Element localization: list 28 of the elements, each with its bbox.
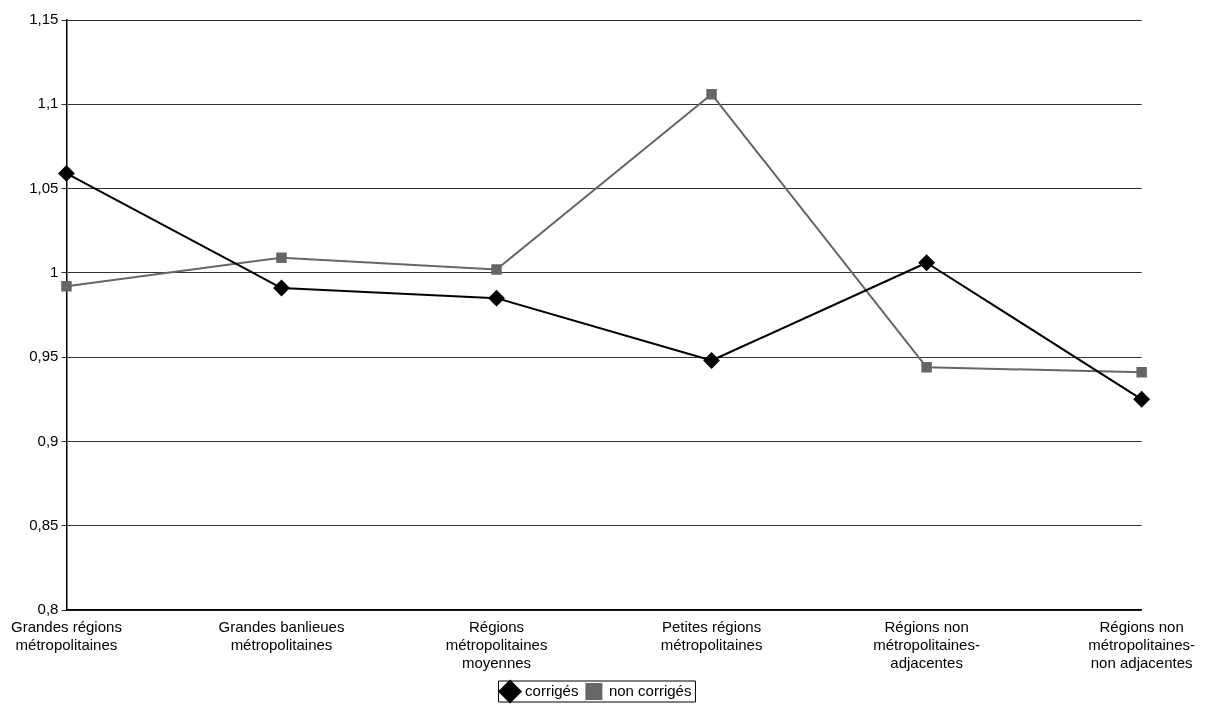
point xyxy=(1136,367,1147,378)
y-tick-label: 0,8 xyxy=(37,600,59,618)
x-tick-label: Grandes régions métropolitaines xyxy=(10,618,122,654)
x-tick-label: Régions métropolitaines moyennes xyxy=(445,618,548,672)
point xyxy=(703,352,720,369)
point xyxy=(1133,391,1150,408)
y-tick-label: 0,95 xyxy=(29,347,59,365)
legend-label: non corrigés xyxy=(608,681,692,699)
x-tick-label: Régions non métropolitaines-adjacentes xyxy=(873,618,980,672)
y-tick-label: 1 xyxy=(50,263,59,280)
point xyxy=(276,252,287,263)
point xyxy=(491,264,502,275)
y-tick-label: 0,9 xyxy=(37,431,59,449)
point xyxy=(706,88,717,100)
point xyxy=(58,165,75,182)
x-tick-label: Régions non métropolitaines-non adjacentes xyxy=(1088,618,1195,672)
y-tick-label: 0,85 xyxy=(29,515,59,533)
legend-label: corrigés xyxy=(525,681,579,699)
point xyxy=(273,280,290,297)
point xyxy=(61,281,72,292)
point xyxy=(918,254,935,271)
x-tick-label: Grandes banlieues métropolitaines xyxy=(218,618,345,654)
point xyxy=(488,290,505,307)
point xyxy=(921,362,932,373)
y-tick-label: 1,15 xyxy=(29,10,59,28)
y-tick-label: 1,1 xyxy=(37,94,59,112)
x-tick-label: Petites régions métropolitaines xyxy=(660,618,763,654)
y-tick-label: 1,05 xyxy=(29,178,59,196)
